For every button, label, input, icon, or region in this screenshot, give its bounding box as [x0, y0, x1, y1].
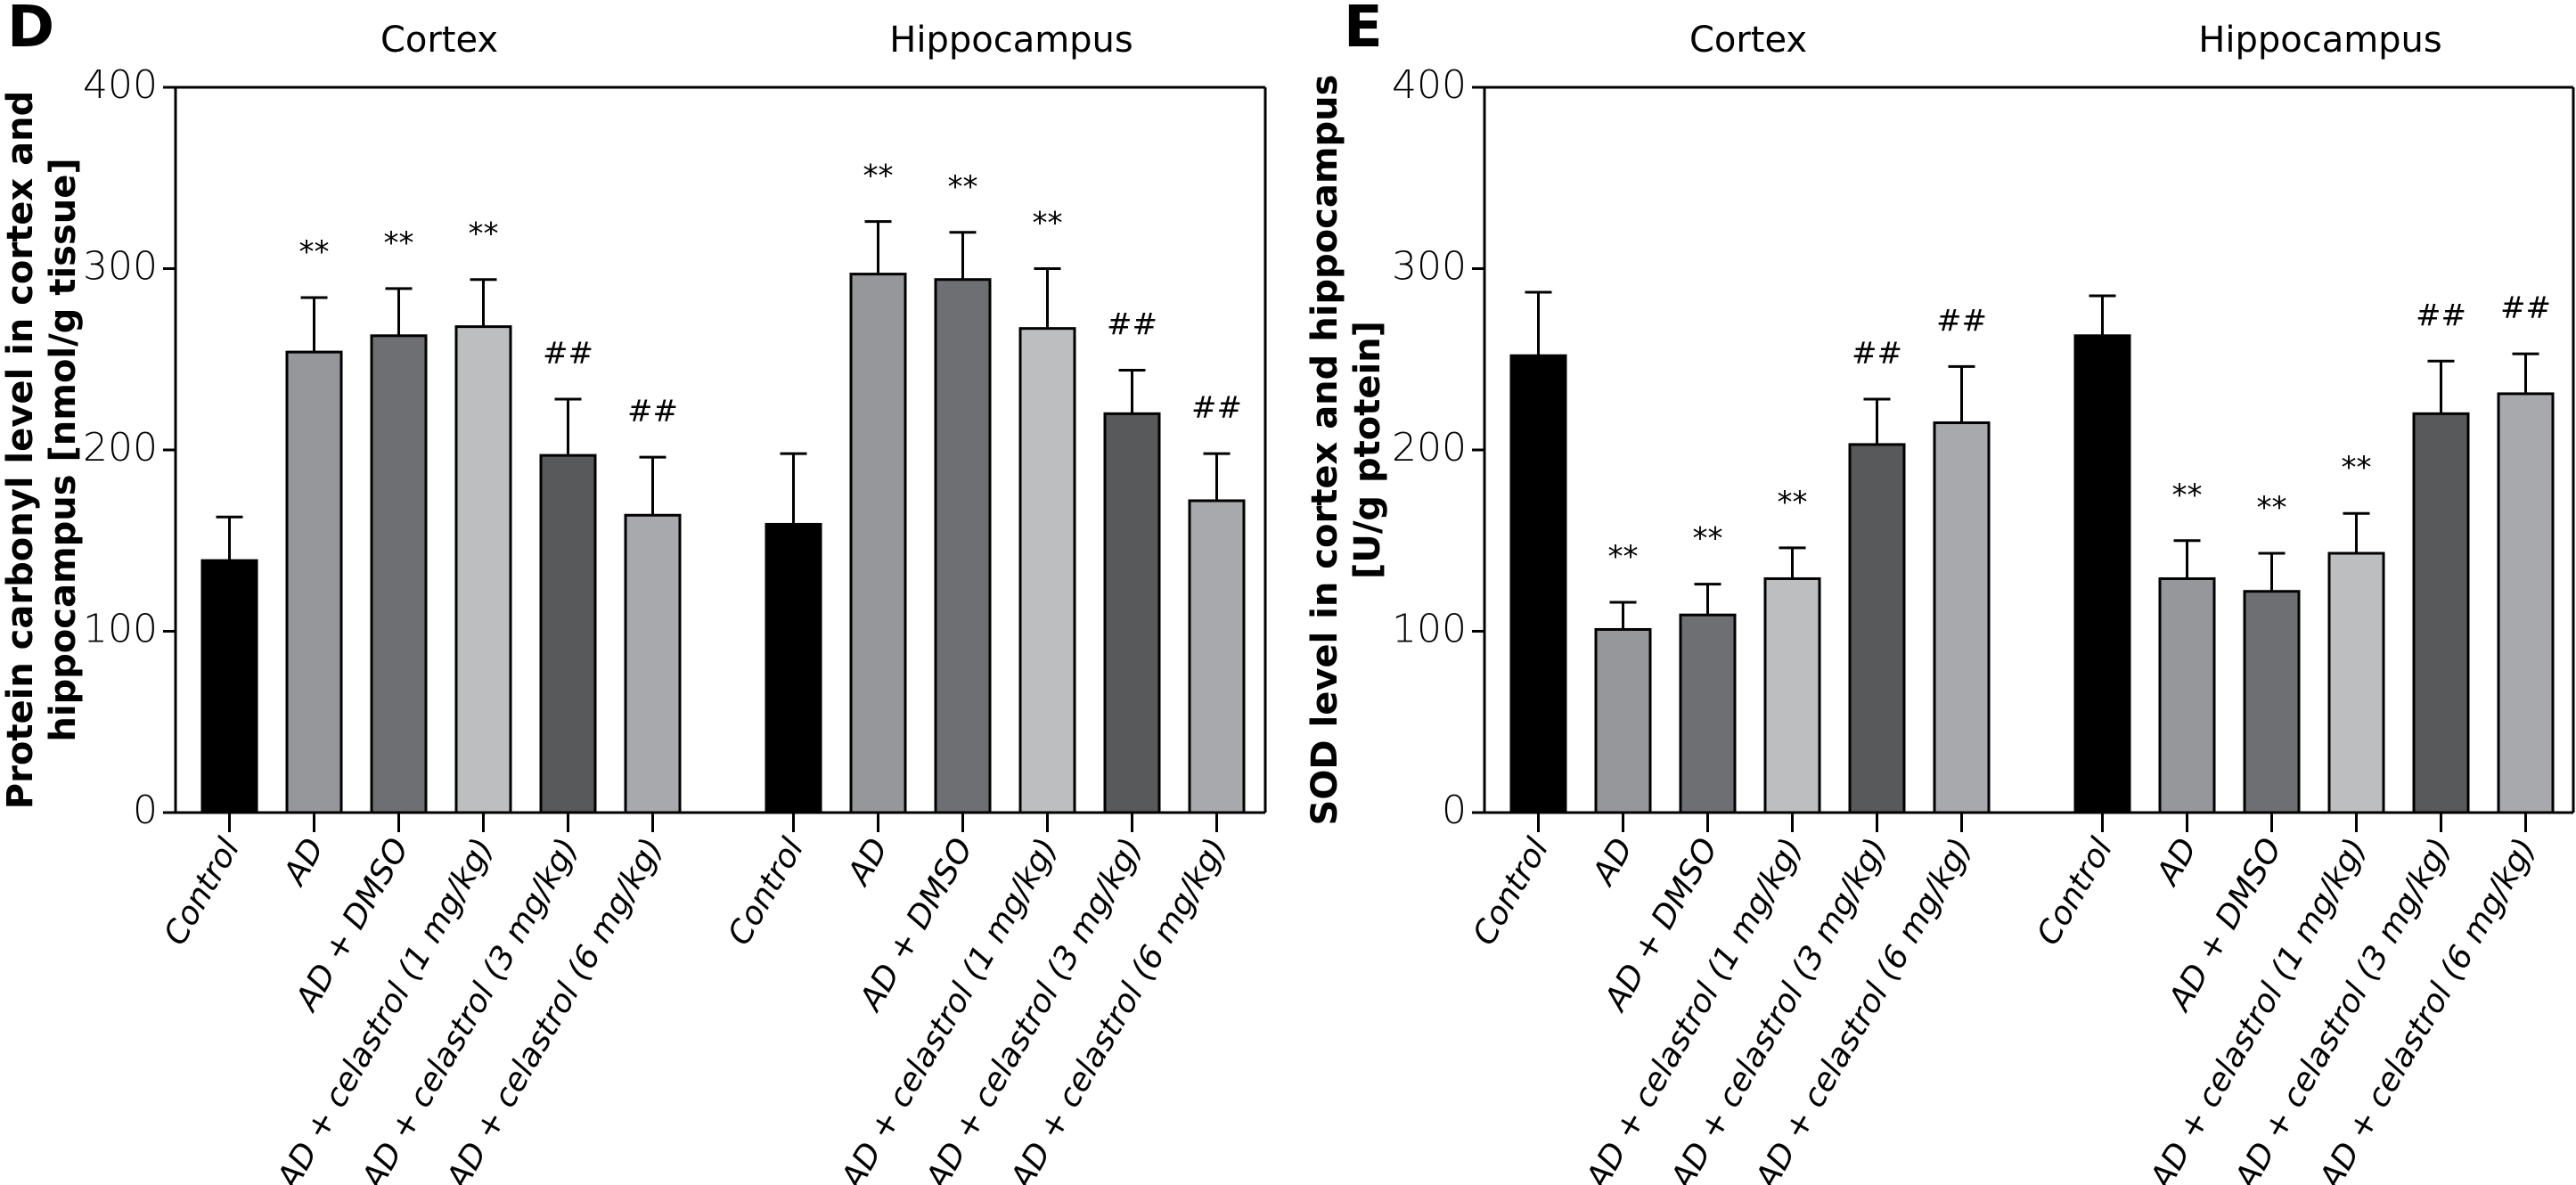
- panel-label: D: [7, 0, 54, 61]
- significance-hash: ##: [543, 336, 593, 372]
- panel-label: E: [1344, 0, 1383, 61]
- bar: [2243, 590, 2301, 814]
- y-tick-label: 0: [133, 788, 158, 833]
- group-title-hippocampus: Hippocampus: [2198, 20, 2442, 61]
- bar: [539, 454, 597, 814]
- x-tick-label: Control: [1466, 832, 1556, 952]
- bar: [370, 334, 428, 814]
- significance-stars: **: [948, 169, 978, 205]
- significance-hash: ##: [1852, 336, 1902, 372]
- group-title-cortex: Cortex: [380, 20, 498, 61]
- significance-stars: **: [2172, 478, 2203, 513]
- bar: [285, 350, 343, 814]
- significance-stars: **: [1608, 539, 1639, 575]
- significance-stars: **: [384, 225, 414, 261]
- y-tick-label: 200: [1392, 425, 1467, 470]
- x-tick-label: AD: [276, 832, 332, 893]
- x-tick-label: Control: [721, 832, 811, 952]
- significance-stars: **: [1693, 521, 1723, 557]
- y-tick-label: 400: [1392, 62, 1467, 108]
- significance-stars: **: [469, 217, 499, 252]
- bar: [1509, 354, 1567, 814]
- significance-stars: **: [2342, 450, 2372, 486]
- significance-stars: **: [2257, 490, 2287, 526]
- x-tick-label: AD: [2149, 832, 2205, 893]
- bar: [624, 513, 682, 814]
- significance-hash: ##: [2500, 290, 2551, 326]
- y-tick-label: 200: [83, 425, 158, 470]
- group-title-hippocampus: Hippocampus: [889, 20, 1133, 61]
- bar: [1679, 613, 1737, 814]
- bar: [1594, 627, 1652, 814]
- y-tick-label: 100: [83, 607, 158, 652]
- y-axis-label-line2: hippocampus [nmol/g tissue]: [43, 158, 84, 741]
- significance-stars: **: [863, 159, 894, 194]
- significance-stars: **: [299, 234, 330, 270]
- y-tick-label: 300: [1392, 244, 1467, 290]
- x-tick-label: Control: [2030, 832, 2120, 952]
- significance-hash: ##: [2416, 298, 2466, 333]
- y-axis-label-line1: SOD level in cortex and hippocampus: [1304, 75, 1345, 826]
- bar: [2158, 576, 2216, 814]
- group-title-cortex: Cortex: [1689, 20, 1807, 61]
- bar: [454, 325, 512, 814]
- significance-hash: ##: [1107, 306, 1157, 342]
- bar: [1763, 576, 1821, 814]
- significance-hash: ##: [1936, 303, 1987, 339]
- x-tick-label: AD: [1585, 832, 1641, 893]
- significance-stars: **: [1778, 485, 1808, 520]
- y-tick-label: 300: [83, 244, 158, 290]
- bar: [765, 522, 822, 814]
- y-axis-label-line1: Protein carbonyl level in cortex and: [0, 91, 41, 809]
- panel-d: D Cortex Hippocampus Protein carbonyl le…: [0, 0, 1267, 1185]
- panel-e: E Cortex Hippocampus SOD level in cortex…: [1304, 0, 2575, 1185]
- significance-hash: ##: [627, 394, 678, 429]
- x-tick-label: Control: [157, 832, 247, 952]
- bar: [849, 273, 907, 814]
- x-tick-label: AD: [840, 832, 896, 893]
- significance-hash: ##: [1191, 390, 1242, 426]
- bar: [1933, 421, 1991, 814]
- bar: [2412, 412, 2470, 814]
- bar: [2073, 334, 2131, 814]
- bar: [2497, 392, 2555, 814]
- y-tick-label: 100: [1392, 607, 1467, 652]
- bar: [1848, 443, 1906, 814]
- bar: [1188, 499, 1246, 814]
- y-tick-label: 400: [83, 62, 158, 108]
- bar: [200, 559, 258, 814]
- bar: [934, 278, 992, 814]
- y-tick-label: 0: [1442, 788, 1467, 833]
- significance-stars: **: [1033, 206, 1063, 241]
- bar: [1103, 412, 1161, 814]
- y-axis-label-line2: [U/g ptotein]: [1347, 321, 1388, 579]
- bar: [2327, 552, 2385, 814]
- bar: [1018, 327, 1076, 814]
